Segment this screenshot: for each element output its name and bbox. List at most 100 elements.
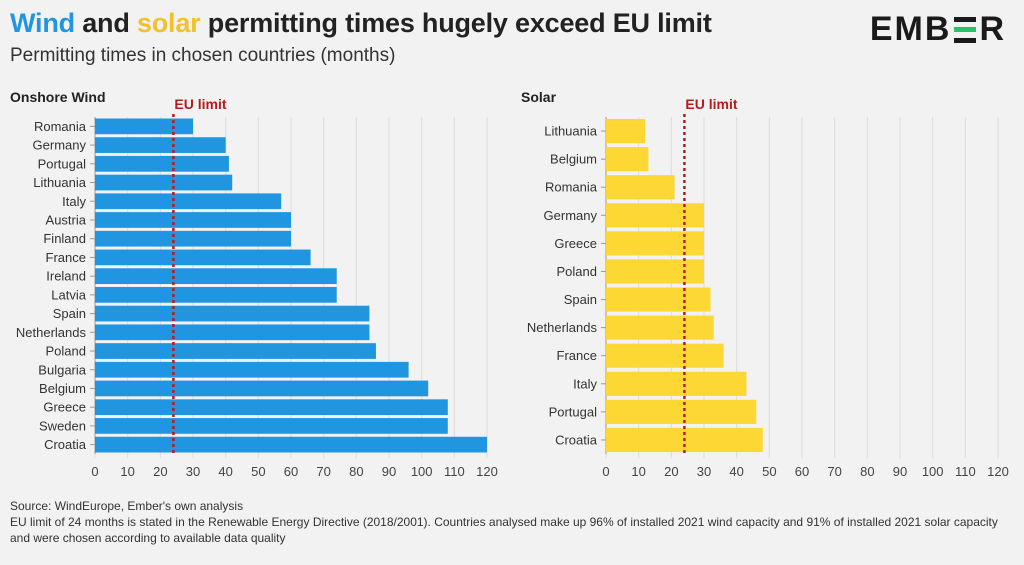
wind-x-tick-label: 50	[251, 464, 265, 479]
solar-category-label: Portugal	[549, 404, 598, 419]
wind-bar-france	[95, 249, 311, 266]
solar-category-label: Poland	[557, 264, 597, 279]
solar-bar-romania	[606, 175, 675, 200]
solar-eu-limit-label: EU limit	[685, 96, 737, 112]
footer: Source: WindEurope, Ember's own analysis…	[10, 498, 1010, 546]
solar-bar-netherlands	[606, 315, 714, 340]
solar-x-tick-label: 60	[795, 464, 809, 479]
solar-x-tick-label: 10	[631, 464, 645, 479]
wind-category-label: France	[46, 250, 86, 265]
wind-x-tick-label: 90	[382, 464, 396, 479]
title-rest: permitting times hugely exceed EU limit	[200, 8, 712, 38]
solar-x-tick-label: 50	[762, 464, 776, 479]
wind-category-label: Croatia	[44, 437, 87, 452]
solar-x-tick-label: 70	[827, 464, 841, 479]
wind-bar-greece	[95, 399, 448, 416]
wind-bar-sweden	[95, 418, 448, 434]
wind-x-tick-label: 0	[91, 464, 98, 479]
wind-category-label: Poland	[46, 344, 86, 359]
wind-x-tick-label: 10	[120, 464, 134, 479]
wind-bar-austria	[95, 212, 291, 228]
wind-x-tick-label: 60	[284, 464, 298, 479]
methodology-note: EU limit of 24 months is stated in the R…	[10, 515, 998, 545]
wind-x-tick-label: 20	[153, 464, 167, 479]
wind-bar-germany	[95, 137, 226, 153]
source-note: Source: WindEurope, Ember's own analysis	[10, 499, 244, 513]
wind-category-label: Netherlands	[16, 325, 87, 340]
wind-bar-portugal	[95, 155, 229, 172]
wind-category-label: Romania	[34, 119, 87, 134]
solar-category-label: France	[557, 348, 597, 363]
wind-x-tick-label: 100	[411, 464, 433, 479]
solar-category-label: Belgium	[550, 152, 597, 167]
wind-category-label: Germany	[33, 138, 87, 153]
wind-bar-bulgaria	[95, 361, 409, 378]
solar-category-label: Germany	[544, 208, 598, 223]
logo-text-right: R	[979, 10, 1006, 48]
wind-panel-title: Onshore Wind	[10, 89, 106, 105]
chart-subtitle: Permitting times in chosen countries (mo…	[10, 45, 396, 66]
solar-bar-belgium	[606, 147, 649, 172]
solar-x-tick-label: 30	[697, 464, 711, 479]
chart-title: Wind and solar permitting times hugely e…	[10, 8, 712, 39]
solar-category-label: Italy	[573, 376, 597, 391]
solar-bar-poland	[606, 259, 704, 284]
solar-x-tick-label: 110	[955, 464, 976, 479]
solar-x-tick-label: 0	[602, 464, 609, 479]
solar-category-label: Romania	[545, 180, 598, 195]
solar-x-tick-label: 20	[664, 464, 678, 479]
solar-bar-greece	[606, 231, 704, 256]
solar-x-tick-label: 80	[860, 464, 874, 479]
wind-category-label: Sweden	[39, 418, 86, 433]
wind-bar-italy	[95, 193, 282, 210]
wind-bar-romania	[95, 118, 193, 135]
title-and: and	[74, 8, 137, 38]
solar-bar-france	[606, 343, 724, 368]
wind-category-label: Ireland	[46, 269, 86, 284]
solar-x-tick-label: 90	[893, 464, 907, 479]
title-wind: Wind	[10, 8, 75, 38]
wind-bar-poland	[95, 343, 376, 359]
solar-category-label: Lithuania	[544, 124, 598, 139]
solar-category-label: Spain	[564, 292, 597, 307]
solar-category-label: Croatia	[555, 432, 598, 447]
wind-category-label: Portugal	[38, 156, 87, 171]
wind-bar-croatia	[95, 436, 487, 453]
wind-category-label: Lithuania	[33, 175, 87, 190]
wind-category-label: Greece	[43, 400, 86, 415]
wind-category-label: Finland	[43, 231, 86, 246]
wind-bar-lithuania	[95, 174, 233, 191]
logo-e-glyph	[954, 16, 977, 43]
wind-x-tick-label: 70	[316, 464, 330, 479]
solar-x-tick-label: 40	[729, 464, 743, 479]
solar-bar-germany	[606, 203, 704, 228]
solar-category-label: Greece	[554, 236, 597, 251]
solar-bar-portugal	[606, 399, 757, 424]
wind-x-tick-label: 30	[186, 464, 200, 479]
wind-category-label: Bulgaria	[38, 362, 86, 377]
wind-category-label: Austria	[46, 212, 87, 227]
wind-category-label: Spain	[53, 306, 86, 321]
solar-bar-spain	[606, 287, 711, 312]
wind-bar-finland	[95, 230, 291, 247]
wind-bar-ireland	[95, 268, 337, 285]
solar-x-tick-label: 100	[922, 464, 944, 479]
solar-x-tick-label: 120	[987, 464, 1009, 479]
wind-eu-limit-label: EU limit	[174, 96, 226, 112]
wind-category-label: Belgium	[39, 381, 86, 396]
wind-bar-netherlands	[95, 324, 370, 341]
title-solar: solar	[136, 8, 201, 38]
wind-bar-latvia	[95, 286, 337, 303]
wind-x-tick-label: 120	[476, 464, 498, 479]
wind-x-tick-label: 40	[218, 464, 232, 479]
solar-category-label: Netherlands	[527, 320, 598, 335]
solar-panel-title: Solar	[521, 89, 557, 105]
wind-x-tick-label: 110	[444, 464, 465, 479]
wind-category-label: Latvia	[51, 287, 86, 302]
logo-text-left: EMB	[869, 10, 952, 48]
wind-x-tick-label: 80	[349, 464, 363, 479]
wind-bar-belgium	[95, 380, 429, 397]
wind-category-label: Italy	[62, 194, 86, 209]
solar-bar-lithuania	[606, 118, 646, 144]
